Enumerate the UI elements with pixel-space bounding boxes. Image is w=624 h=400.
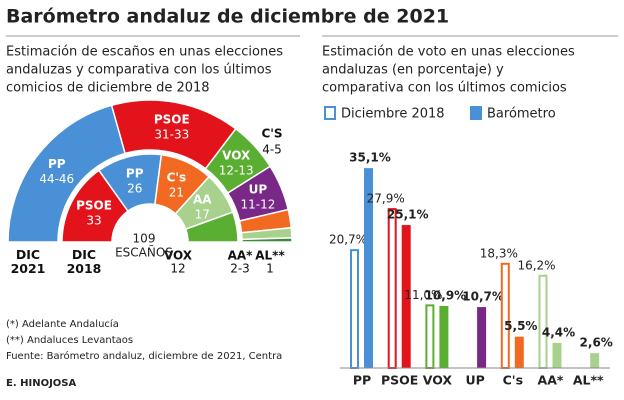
party-label: AL** — [255, 249, 285, 263]
seat-label: 4-5 — [262, 143, 282, 157]
subtitle: Estimación de escaños en unas elecciones — [6, 45, 283, 60]
value-label: 20,7% — [329, 233, 367, 247]
bar — [514, 336, 524, 368]
party-label: AA* — [228, 249, 254, 263]
party-label: VOX — [222, 148, 251, 162]
seat-label: 12 — [170, 262, 185, 276]
subtitle: comicios de diciembre de 2018 — [6, 81, 210, 96]
value-label: 5,5% — [504, 319, 537, 333]
seat-label: 21 — [169, 185, 184, 199]
value-label: 11,0% — [404, 288, 442, 302]
subtitle: andaluzas y comparativa con los últimos — [6, 63, 272, 78]
bar — [364, 168, 373, 368]
total-label: ESCAÑOS — [115, 245, 173, 260]
bar — [538, 274, 548, 369]
seat-label: 33 — [86, 214, 101, 228]
party-label: C'S — [261, 127, 282, 141]
seat-label: 11-12 — [240, 197, 275, 211]
party-label: VOX — [164, 249, 193, 263]
note: (*) Adelante Andalucía — [6, 318, 119, 330]
bar — [387, 208, 397, 369]
legend-swatch — [324, 106, 336, 120]
bar — [500, 262, 510, 369]
value-label: 16,2% — [517, 258, 555, 272]
bar — [590, 353, 600, 368]
total-seats: 109 — [133, 232, 156, 246]
party-label: PP — [126, 166, 144, 180]
value-label: 10,9% — [425, 288, 467, 302]
subtitle: comparativa con los últimos comicios — [322, 81, 567, 96]
seat-arc — [241, 237, 293, 243]
value-label: 27,9% — [367, 192, 405, 206]
x-tick-label: PP — [353, 373, 371, 388]
seat-label: 12-13 — [219, 163, 254, 177]
bar — [552, 342, 562, 368]
bar — [477, 307, 487, 368]
party-label: PSOE — [154, 113, 190, 127]
bar — [401, 225, 411, 368]
legend-swatch — [470, 106, 482, 120]
value-label: 35,1% — [349, 151, 391, 165]
x-tick-label: AA* — [538, 373, 564, 388]
x-tick-label: PSOE — [381, 373, 418, 388]
x-tick-label: AL** — [573, 373, 604, 388]
subtitle: andaluzas (en porcentaje) y — [322, 63, 504, 78]
party-label: AA — [193, 192, 212, 206]
value-label: 18,3% — [480, 246, 518, 260]
legend-label: Diciembre 2018 — [341, 107, 445, 122]
party-label: C's — [167, 170, 187, 184]
x-tick-label: UP — [465, 373, 484, 388]
seat-label: 17 — [195, 207, 210, 221]
legend-label: Barómetro — [487, 107, 556, 122]
title: Barómetro andaluz de diciembre de 2021 — [6, 6, 449, 28]
ring-label: DIC 2021 — [10, 247, 46, 276]
x-tick-label: VOX — [423, 373, 453, 388]
party-label: PSOE — [76, 199, 112, 213]
seat-label: 31-33 — [154, 128, 189, 142]
bar — [439, 305, 449, 368]
seat-arc — [184, 211, 239, 243]
seat-label: 26 — [127, 181, 142, 195]
ring-label: DIC 2018 — [66, 247, 102, 276]
source: Fuente: Barómetro andaluz, diciembre de … — [6, 350, 282, 362]
value-label: 2,6% — [580, 336, 613, 350]
party-label: UP — [249, 182, 268, 196]
value-label: 25,1% — [387, 208, 429, 222]
subtitle: Estimación de voto en unas elecciones — [322, 45, 575, 60]
bar — [425, 304, 435, 370]
x-tick-label: C's — [503, 373, 523, 388]
party-label: PP — [48, 157, 66, 171]
seat-label: 2-3 — [230, 262, 250, 276]
credit: E. HINOJOSA — [6, 378, 76, 389]
bar — [350, 249, 359, 369]
seat-label: 1 — [266, 262, 274, 276]
seat-label: 44-46 — [39, 172, 74, 186]
value-label: 10,7% — [462, 290, 504, 304]
note: (**) Andaluces Levantaos — [6, 335, 133, 346]
value-label: 4,4% — [542, 325, 575, 339]
